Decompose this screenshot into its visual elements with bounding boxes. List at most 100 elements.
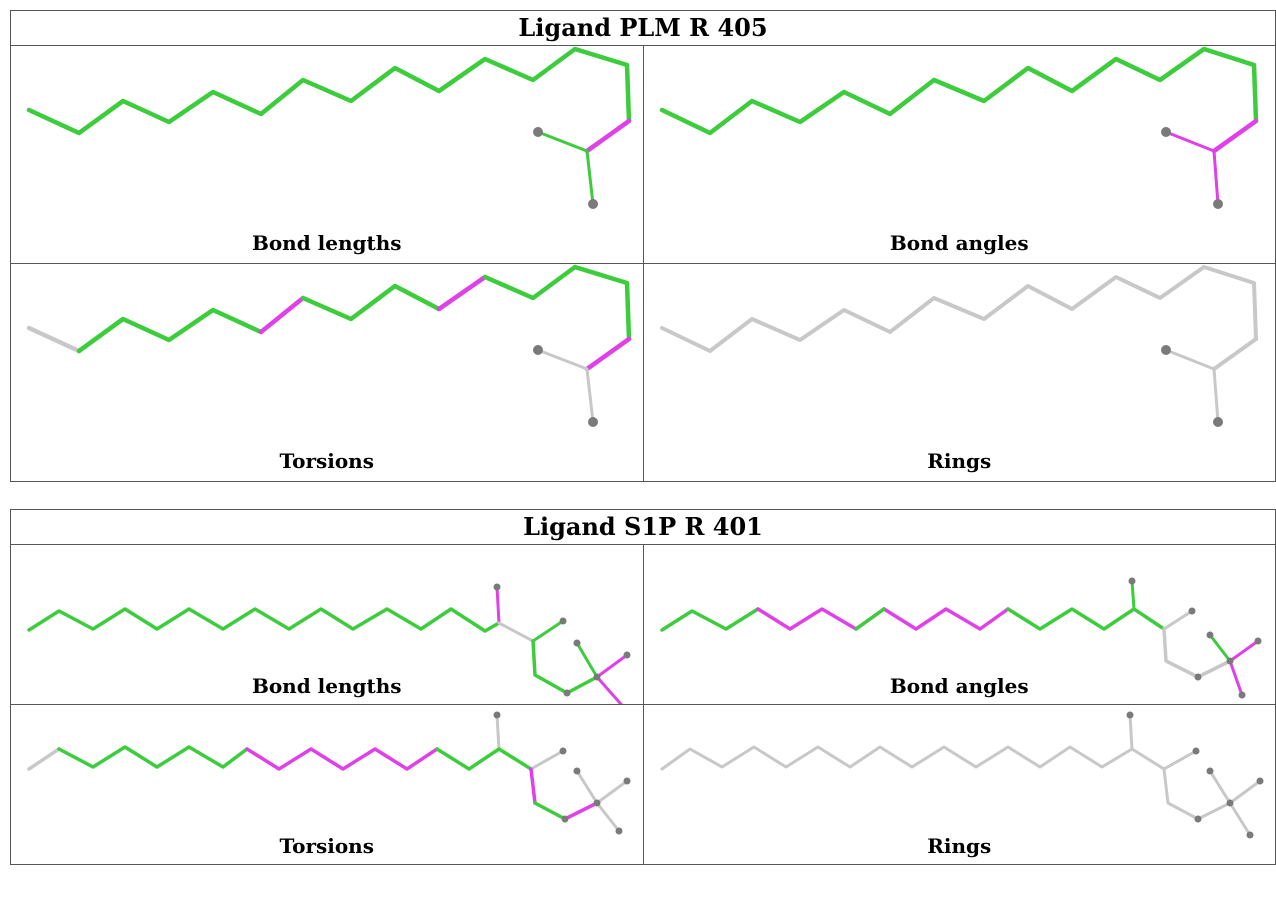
molecule-view xyxy=(26,46,632,209)
bond-neutral xyxy=(595,779,629,805)
panel-bond-angles: Bond angles xyxy=(642,45,1276,264)
atom xyxy=(1206,767,1213,775)
bond xyxy=(1211,337,1258,371)
bond xyxy=(1228,779,1261,805)
ligand-title: Ligand PLM R 405 xyxy=(10,10,1276,46)
bond-chain xyxy=(1162,767,1231,821)
atom xyxy=(1212,199,1223,209)
panel-bond-lengths: Bond lengths xyxy=(10,544,644,705)
bond-chain xyxy=(1161,627,1232,679)
bond xyxy=(595,653,629,679)
molecule-view xyxy=(660,711,1263,839)
atom xyxy=(1256,777,1263,785)
bond xyxy=(533,801,567,821)
molecule-view xyxy=(659,577,1261,699)
panel-torsions: Torsions xyxy=(10,263,644,482)
bond-outlier xyxy=(1211,118,1258,154)
ligand-table-s1p: Ligand S1P R 401 xyxy=(10,509,1276,865)
atom xyxy=(1238,691,1245,699)
bond-chain xyxy=(659,607,760,632)
bond-neutral xyxy=(585,367,595,424)
bond-chain xyxy=(853,607,886,631)
bond-chain xyxy=(482,264,632,342)
molecule-view xyxy=(659,265,1258,427)
bond xyxy=(1228,801,1251,837)
bond xyxy=(1212,367,1219,424)
bond-chain xyxy=(27,607,501,633)
bond xyxy=(1228,659,1243,697)
panel-label: Torsions xyxy=(279,834,374,858)
panel-rings: Rings xyxy=(642,263,1276,482)
bond xyxy=(1128,713,1133,751)
bond-chain xyxy=(26,46,632,136)
atom xyxy=(561,815,569,823)
atom xyxy=(1226,799,1233,807)
bond xyxy=(1228,639,1259,663)
atom xyxy=(588,417,598,427)
panel-label: Bond angles xyxy=(889,231,1029,255)
panel-label: Rings xyxy=(927,449,992,473)
bond-outlier xyxy=(1212,149,1219,206)
ligand-title: Ligand S1P R 401 xyxy=(10,509,1276,545)
atom xyxy=(1226,657,1233,665)
bond xyxy=(1164,348,1215,371)
bond-outlier xyxy=(584,336,632,372)
molecule-view xyxy=(659,46,1258,209)
bond xyxy=(497,747,533,771)
bond-neutral xyxy=(529,749,565,771)
bond xyxy=(1208,633,1231,663)
bond-neutral xyxy=(595,801,621,833)
bond-outlier xyxy=(1164,130,1215,153)
atom xyxy=(1254,637,1261,645)
bond-chain xyxy=(245,747,439,771)
bond-chain xyxy=(57,745,249,769)
bond-outlier xyxy=(495,585,501,625)
bond xyxy=(1162,749,1197,771)
atom xyxy=(1194,673,1201,681)
bond xyxy=(595,675,623,704)
molecule-view xyxy=(27,583,631,704)
panel-label: Bond angles xyxy=(889,674,1029,698)
molecule-view xyxy=(27,711,631,835)
bond-chain xyxy=(300,283,442,322)
atom xyxy=(493,711,501,719)
bond-chain xyxy=(531,639,599,695)
molecule-view xyxy=(26,264,632,427)
bond-chain xyxy=(881,607,1010,631)
atom xyxy=(493,583,501,591)
panel-label: Bond lengths xyxy=(251,674,402,698)
atom xyxy=(1160,345,1171,355)
panel-label: Bond lengths xyxy=(251,231,402,255)
atom xyxy=(559,617,567,625)
bond-outlier xyxy=(258,295,306,335)
bond xyxy=(536,130,589,153)
bond-outlier xyxy=(436,274,488,312)
atom xyxy=(1212,417,1223,427)
bond-chain xyxy=(435,747,501,771)
ligand-table-plm: Ligand PLM R 405 Bond lengths xyxy=(10,10,1276,482)
bond-neutral xyxy=(26,325,82,354)
bond xyxy=(531,619,565,643)
atom xyxy=(533,345,543,355)
atom xyxy=(615,827,623,835)
atom xyxy=(1192,747,1199,755)
atom xyxy=(1128,577,1135,585)
panel-rings: Rings xyxy=(642,704,1276,865)
bond-neutral xyxy=(536,348,589,371)
panel-torsions: Torsions xyxy=(10,704,644,865)
bond xyxy=(495,713,501,751)
bond-chain xyxy=(76,307,264,354)
bond-chain xyxy=(1005,607,1166,631)
atom xyxy=(1160,127,1171,137)
atom xyxy=(1194,815,1201,823)
atom xyxy=(1206,631,1213,639)
bond-outlier xyxy=(563,801,599,821)
atom xyxy=(593,673,601,681)
bond-outlier xyxy=(584,118,632,154)
bond-neutral xyxy=(27,747,61,771)
atom xyxy=(593,799,601,807)
bond-chain xyxy=(660,745,1133,771)
atom xyxy=(573,767,581,775)
bond-outlier xyxy=(529,767,537,805)
atom xyxy=(1126,711,1133,719)
